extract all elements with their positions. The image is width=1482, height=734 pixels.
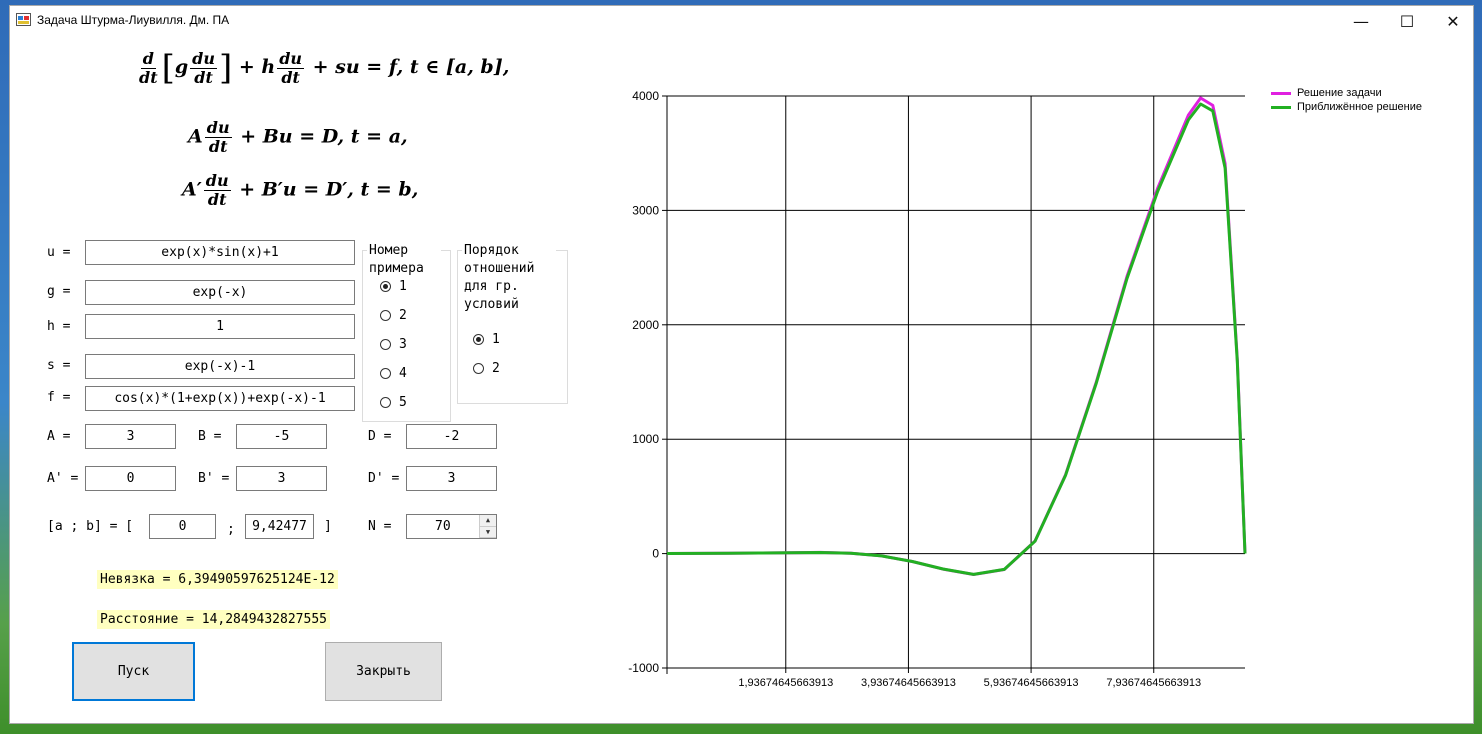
interval-b-input[interactable]: 9,42477 bbox=[245, 514, 314, 539]
title-bar[interactable]: Задача Штурма-Лиувилля. Дм. ПА — ☐ ✕ bbox=[10, 6, 1473, 36]
y-tick-label: 2000 bbox=[632, 318, 659, 332]
D1-input[interactable]: 3 bbox=[406, 466, 497, 491]
f-input[interactable]: cos(x)*(1+exp(x))+exp(-x)-1 bbox=[85, 386, 355, 411]
legend-label: Решение задачи bbox=[1297, 87, 1382, 99]
B-input[interactable]: -5 bbox=[236, 424, 327, 449]
equation-formula: d dt [g du dt] + h du dt + su = f, t ∈ [a, b], bbox=[139, 48, 510, 88]
radio-button-icon[interactable] bbox=[473, 363, 484, 374]
order_group-option-1[interactable]: 1 bbox=[473, 332, 500, 347]
radio-button-icon[interactable] bbox=[473, 334, 484, 345]
B1-input[interactable]: 3 bbox=[236, 466, 327, 491]
order-group-title: Порядок отношений для гр. условий bbox=[462, 242, 556, 314]
example-number-group-title: Номер примера bbox=[367, 242, 441, 278]
example_group-option-2[interactable]: 2 bbox=[380, 308, 407, 323]
example_group-option-label: 3 bbox=[399, 337, 407, 352]
A1-label: A' = bbox=[47, 471, 79, 486]
D-input[interactable]: -2 bbox=[406, 424, 497, 449]
radio-button-icon[interactable] bbox=[380, 339, 391, 350]
radio-button-icon[interactable] bbox=[380, 310, 391, 321]
legend-label: Приближённое решение bbox=[1297, 101, 1422, 113]
y-tick-label: -1000 bbox=[628, 661, 659, 675]
y-tick-label: 0 bbox=[652, 547, 659, 561]
N-spin-buttons: ▲ ▼ bbox=[479, 515, 496, 538]
interval-a-input[interactable]: 0 bbox=[149, 514, 216, 539]
minimize-button[interactable]: — bbox=[1353, 11, 1369, 31]
u-label: u = bbox=[47, 245, 71, 260]
D-label: D = bbox=[368, 429, 392, 444]
right-boundary-formula: A′ du dt + B′u = D′, t = b, bbox=[182, 171, 419, 209]
f-label: f = bbox=[47, 390, 71, 405]
order_group-option-label: 2 bbox=[492, 361, 500, 376]
x-tick-label: 5,93674645663913 bbox=[984, 677, 1079, 689]
h-label: h = bbox=[47, 319, 71, 334]
interval-label: [a ; b] = [ bbox=[47, 519, 134, 534]
order_group-option-2[interactable]: 2 bbox=[473, 361, 500, 376]
N-stepper[interactable]: 70 ▲ ▼ bbox=[406, 514, 497, 539]
legend-item: Приближённое решение bbox=[1271, 100, 1422, 114]
interval-separator: ; bbox=[227, 522, 235, 537]
A-label: A = bbox=[47, 429, 71, 444]
app-icon bbox=[16, 13, 31, 26]
example_group-option-1[interactable]: 1 bbox=[380, 279, 407, 294]
s-label: s = bbox=[47, 358, 71, 373]
legend-swatch bbox=[1271, 91, 1291, 95]
chevron-down-icon[interactable]: ▼ bbox=[480, 526, 496, 538]
window-title: Задача Штурма-Лиувилля. Дм. ПА bbox=[37, 13, 230, 27]
y-tick-label: 3000 bbox=[632, 203, 659, 217]
residual-result: Невязка = 6,39490597625124E-12 bbox=[97, 570, 338, 589]
close-button[interactable]: Закрыть bbox=[325, 642, 442, 701]
run-button[interactable]: Пуск bbox=[72, 642, 195, 701]
y-tick-label: 1000 bbox=[632, 432, 659, 446]
example_group-option-5[interactable]: 5 bbox=[380, 395, 407, 410]
interval-close-bracket: ] bbox=[324, 519, 332, 534]
A1-input[interactable]: 0 bbox=[85, 466, 176, 491]
distance-result: Расстояние = 14,2849432827555 bbox=[97, 610, 330, 629]
y-tick-label: 4000 bbox=[632, 89, 659, 103]
example_group-option-label: 4 bbox=[399, 366, 407, 381]
s-input[interactable]: exp(-x)-1 bbox=[85, 354, 355, 379]
main-window: Задача Штурма-Лиувилля. Дм. ПА — ☐ ✕ d dt… bbox=[9, 5, 1474, 724]
legend-swatch bbox=[1271, 105, 1291, 109]
B-label: B = bbox=[198, 429, 222, 444]
A-input[interactable]: 3 bbox=[85, 424, 176, 449]
series-line-2 bbox=[666, 102, 1247, 576]
maximize-button[interactable]: ☐ bbox=[1399, 11, 1415, 31]
example_group-option-3[interactable]: 3 bbox=[380, 337, 407, 352]
chart-legend: Решение задачи Приближённое решение bbox=[1271, 86, 1422, 114]
x-tick-label: 7,93674645663913 bbox=[1106, 677, 1201, 689]
N-label: N = bbox=[368, 519, 392, 534]
example_group-option-4[interactable]: 4 bbox=[380, 366, 407, 381]
example_group-option-label: 2 bbox=[399, 308, 407, 323]
D1-label: D' = bbox=[368, 471, 400, 486]
series-line-1 bbox=[666, 96, 1247, 576]
example_group-option-label: 1 bbox=[399, 279, 407, 294]
u-input[interactable]: exp(x)*sin(x)+1 bbox=[85, 240, 355, 265]
order_group-option-label: 1 bbox=[492, 332, 500, 347]
x-tick-label: 3,93674645663913 bbox=[861, 677, 956, 689]
close-window-button[interactable]: ✕ bbox=[1446, 11, 1460, 31]
legend-item: Решение задачи bbox=[1271, 86, 1422, 100]
N-value: 70 bbox=[435, 519, 451, 534]
x-tick-label: 1,93674645663913 bbox=[738, 677, 833, 689]
g-input[interactable]: exp(-x) bbox=[85, 280, 355, 305]
B1-label: B' = bbox=[198, 471, 230, 486]
radio-button-icon[interactable] bbox=[380, 397, 391, 408]
chevron-up-icon[interactable]: ▲ bbox=[480, 515, 496, 527]
h-input[interactable]: 1 bbox=[85, 314, 355, 339]
radio-button-icon[interactable] bbox=[380, 368, 391, 379]
g-label: g = bbox=[47, 284, 71, 299]
radio-button-icon[interactable] bbox=[380, 281, 391, 292]
solution-chart: -1000 0 1000 2000 3000 4000 1,93674645663913 3,… bbox=[628, 89, 1247, 689]
example_group-option-label: 5 bbox=[399, 395, 407, 410]
